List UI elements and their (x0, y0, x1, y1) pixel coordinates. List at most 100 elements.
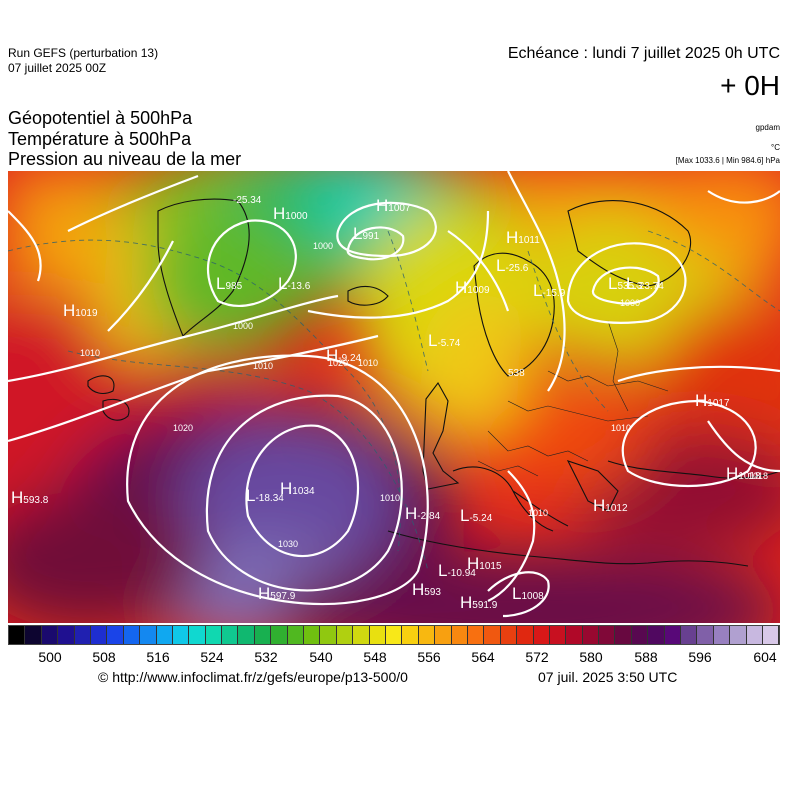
borders (477, 320, 669, 477)
center-letter: H (273, 204, 285, 223)
colorbar-cell (287, 626, 305, 644)
colorbar-cell (664, 626, 682, 644)
center-letter: L (626, 274, 635, 293)
pressure-center-label: H593.8 (11, 488, 49, 507)
colorbar-cell (74, 626, 91, 644)
center-letter: L (246, 486, 255, 505)
pressure-center-label: H-2.84 (405, 504, 441, 523)
center-value: 1019 (75, 308, 98, 319)
colorbar-cell (320, 626, 337, 644)
center-letter: H (506, 228, 518, 247)
isobar-value-label: 1010 (380, 493, 400, 503)
colorbar-cell (615, 626, 632, 644)
center-value: 535.3 (617, 281, 642, 292)
pressure-center-label: H1034 (280, 479, 315, 498)
pressure-center-label: L-18.34 (246, 486, 284, 505)
center-value: -25.6 (505, 263, 528, 274)
center-letter: L (278, 274, 287, 293)
colorbar-cell (140, 626, 157, 644)
pressure-center-label: H597.9 (258, 584, 296, 603)
colorbar-cell (189, 626, 206, 644)
colorbar-cell (484, 626, 501, 644)
pressure-center-label: H1015 (467, 554, 502, 573)
pressure-center-label: H1017 (695, 391, 730, 410)
copyright-notice: © http://www.infoclimat.fr/z/gefs/europe… (98, 669, 408, 685)
colorbar-tick-label: 604 (753, 649, 777, 665)
center-value: -18.34 (255, 493, 284, 504)
parameter-temperature: Température à 500hPa (8, 129, 192, 149)
colorbar-cell (107, 626, 124, 644)
isobar-value-label: 1020 (173, 423, 193, 433)
colorbar-cell (681, 626, 698, 644)
center-letter: L (533, 281, 542, 300)
isobar-value-label: 1000 (620, 298, 640, 308)
pressure-center-label: H1009 (455, 278, 490, 297)
colorbar-cell (58, 626, 75, 644)
center-letter: H (695, 391, 707, 410)
center-letter: H (460, 593, 472, 612)
isobars (8, 171, 780, 618)
center-value: -5.24 (469, 513, 492, 524)
center-value: 1015 (479, 561, 502, 572)
pressure-center-label: H1019 (63, 301, 98, 320)
pressure-center-label: H1007 (376, 196, 411, 215)
center-letter: L (496, 256, 505, 275)
pressure-center-label: -25.34 (233, 195, 262, 206)
coastlines (87, 198, 780, 567)
pressure-center-labels: H1000H1007L991L985H1011H1009H1019H-9.24L… (11, 195, 761, 612)
center-value: 593 (424, 587, 441, 598)
geopotential-colorbar (8, 625, 780, 645)
pressure-center-label: H1012 (593, 496, 628, 515)
colorbar-tick-label: 516 (146, 649, 170, 665)
isobar-value-label: 1010 (611, 423, 631, 433)
pressure-center-label: L535.3 (608, 274, 643, 293)
colorbar-cell (435, 626, 452, 644)
colorbar-cell (123, 626, 141, 644)
center-value: 1007 (388, 203, 411, 214)
colorbar-cell (713, 626, 731, 644)
pressure-center-label: L991 (353, 224, 380, 243)
pressure-center-label: L-5.24 (460, 506, 493, 525)
isobar-value-label: 1000 (233, 321, 253, 331)
weather-map: H1000H1007L991L985H1011H1009H1019H-9.24L… (8, 171, 780, 623)
unit-pressure-range: [Max 1033.6 | Min 984.6] hPa (675, 156, 780, 165)
colorbar-cell (90, 626, 108, 644)
colorbar-cell (385, 626, 403, 644)
center-letter: H (467, 554, 479, 573)
center-letter: H (258, 584, 270, 603)
center-value: -13.6 (287, 281, 310, 292)
pressure-center-label: H1000 (273, 204, 308, 223)
colorbar-cell (762, 626, 780, 644)
center-value: -15.9 (542, 288, 565, 299)
center-value: 1018 (738, 471, 761, 482)
colorbar-tick-label: 540 (309, 649, 333, 665)
center-letter: H (405, 504, 417, 523)
colorbar-cell (467, 626, 485, 644)
unit-temperature: °C (771, 143, 780, 152)
colorbar-cell (582, 626, 600, 644)
center-letter: L (608, 274, 617, 293)
colorbar-cell (631, 626, 649, 644)
colorbar-tick-label: 572 (525, 649, 549, 665)
colorbar-cell (172, 626, 190, 644)
center-value: 1012 (605, 503, 628, 514)
center-value: -2.84 (417, 511, 440, 522)
isobar-value-label: 1010 (358, 358, 378, 368)
center-value: 991 (362, 231, 379, 242)
center-value: 538 (508, 368, 525, 379)
colorbar-cell (599, 626, 616, 644)
pressure-center-label: L985 (216, 274, 243, 293)
colorbar-cell (271, 626, 288, 644)
geopotential-field (8, 171, 780, 623)
center-value: 1000 (285, 211, 308, 222)
pressure-center-label: L1008 (512, 584, 544, 603)
colorbar-cell (730, 626, 747, 644)
center-value: -5.74 (437, 338, 460, 349)
pressure-center-label: 538 (508, 368, 525, 379)
colorbar-cell (25, 626, 42, 644)
center-value: 593.8 (23, 495, 48, 506)
colorbar-cell (41, 626, 59, 644)
center-value: 597.9 (270, 591, 295, 602)
colorbar-tick-label: 564 (471, 649, 495, 665)
colorbar-cell (697, 626, 714, 644)
